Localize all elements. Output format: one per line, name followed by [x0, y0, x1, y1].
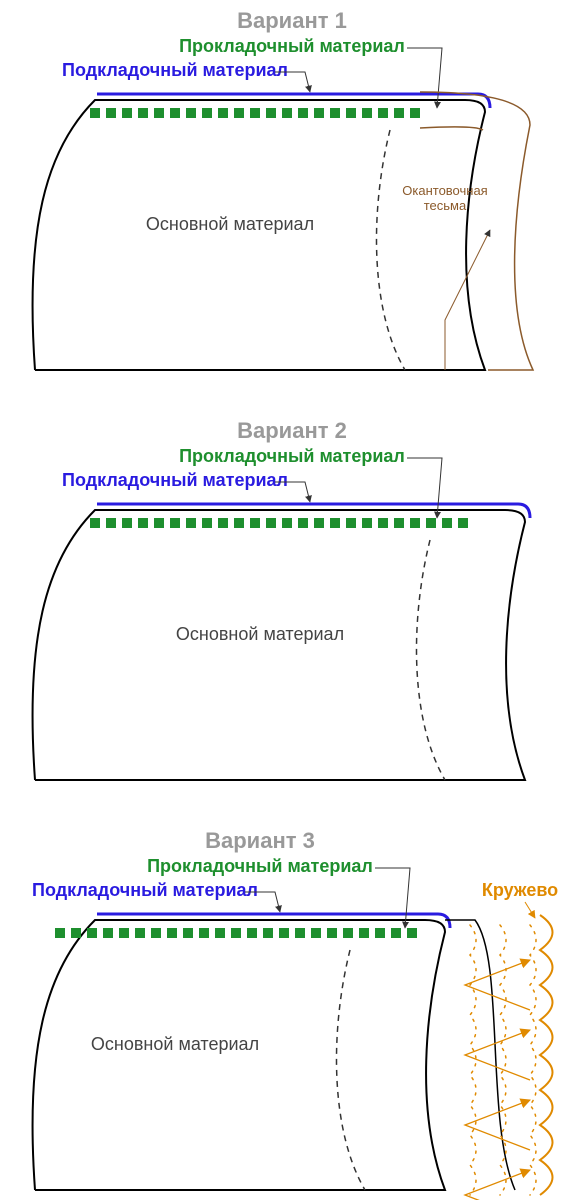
dash-seam	[416, 540, 445, 780]
lace-label: Кружево	[482, 880, 558, 900]
lining-label: Подкладочный материал	[62, 60, 288, 80]
lace-zig-arrow	[465, 960, 530, 1010]
panel: Вариант 2 Прокладочный материал Подкладочн…	[33, 418, 531, 780]
panel-title: Вариант 1	[237, 8, 347, 33]
panel-title: Вариант 2	[237, 418, 347, 443]
panel: Вариант 1 Прокладочный материал Подкладочн…	[33, 8, 534, 370]
panel: Вариант 3 Прокладочный материал Подкладочн…	[32, 828, 558, 1200]
lining-label: Подкладочный материал	[32, 880, 258, 900]
lace-dots	[500, 925, 506, 1195]
lace-label-arrow	[525, 902, 535, 918]
main-outline	[33, 510, 526, 780]
lace-edge-inner	[445, 920, 515, 1190]
main-outline	[33, 100, 486, 370]
trim-arrow	[445, 230, 490, 370]
main-outline	[33, 920, 446, 1190]
lace-scallop	[540, 915, 553, 1195]
panel-title: Вариант 3	[205, 828, 315, 853]
trim-fold	[420, 127, 483, 130]
trim-outline	[420, 92, 533, 370]
gasket-label: Прокладочный материал	[179, 446, 405, 466]
lace-dots	[530, 925, 536, 1195]
lining-label: Подкладочный материал	[62, 470, 288, 490]
main-material-label: Основной материал	[176, 624, 344, 644]
trim-label: тесьма	[424, 198, 467, 213]
trim-label: Окантовочная	[402, 183, 487, 198]
main-material-label: Основной материал	[91, 1034, 259, 1054]
lace-dots	[470, 925, 476, 1195]
main-material-label: Основной материал	[146, 214, 314, 234]
gasket-label: Прокладочный материал	[179, 36, 405, 56]
dash-seam	[376, 130, 405, 370]
gasket-label: Прокладочный материал	[147, 856, 373, 876]
dash-seam	[336, 950, 365, 1190]
